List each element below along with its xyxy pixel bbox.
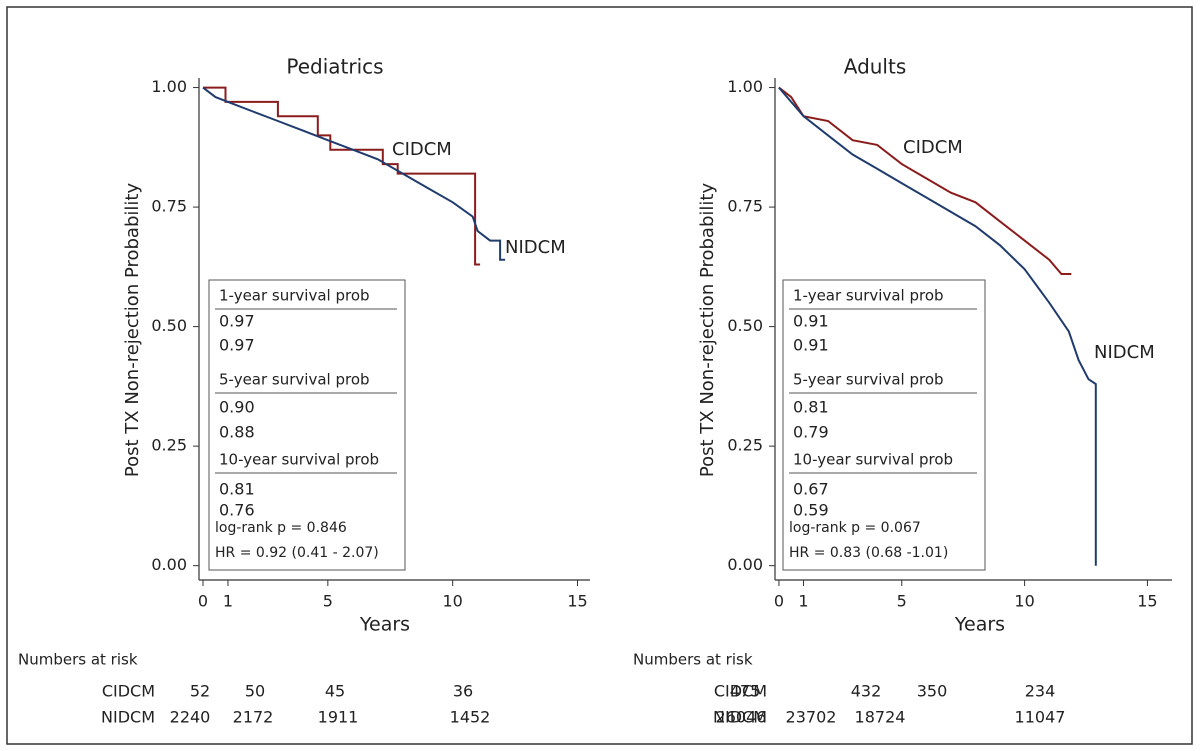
stats-header: 5-year survival prob: [793, 371, 944, 389]
y-axis-label: Post TX Non-rejection Probability: [122, 183, 143, 478]
stats-note: log-rank p = 0.067: [789, 520, 921, 536]
risk-value: 23702: [786, 708, 837, 727]
risk-value: 50: [245, 682, 265, 701]
stats-box: [782, 279, 986, 571]
figure-border: [6, 6, 1193, 745]
risk-row-name: NIDCM: [101, 708, 155, 727]
stats-value: 0.76: [219, 501, 255, 520]
risk-value: 11047: [1015, 708, 1066, 727]
y-tick-label: 0.25: [151, 436, 187, 455]
x-tick-label: 10: [1014, 592, 1034, 611]
x-tick-label: 5: [897, 592, 907, 611]
y-tick-label: 1.00: [151, 77, 187, 96]
x-tick-label: 1: [798, 592, 808, 611]
series-label: CIDCM: [903, 137, 963, 158]
stats-value: 0.91: [793, 336, 829, 355]
stats-header: 10-year survival prob: [219, 451, 379, 469]
stats-header: 5-year survival prob: [219, 371, 370, 389]
y-tick-label: 0.25: [727, 436, 763, 455]
stats-value: 0.67: [793, 480, 829, 499]
survival-curve: [203, 86, 481, 266]
x-tick-label: 10: [442, 592, 462, 611]
y-tick-label: 0.50: [151, 316, 187, 335]
risk-table-title: Numbers at risk: [18, 651, 138, 669]
risk-row-name: CIDCM: [102, 682, 155, 701]
x-tick-label: 5: [323, 592, 333, 611]
y-tick-label: 0.50: [727, 316, 763, 335]
stats-value: 0.88: [219, 423, 255, 442]
x-tick-label: 0: [198, 592, 208, 611]
stats-box: [208, 279, 406, 571]
series-label: NIDCM: [505, 237, 566, 258]
stats-note: HR = 0.92 (0.41 - 2.07): [215, 545, 379, 561]
stats-value: 0.81: [793, 398, 829, 417]
risk-value: 1911: [318, 708, 359, 727]
series-label: NIDCM: [1094, 342, 1155, 363]
x-tick-label: 0: [774, 592, 784, 611]
stats-header: 1-year survival prob: [793, 287, 944, 305]
y-tick-label: 0.75: [727, 197, 763, 216]
risk-table-title: Numbers at risk: [633, 651, 753, 669]
risk-value: 432: [851, 682, 882, 701]
chart-title: Pediatrics: [286, 55, 383, 79]
stats-value: 0.59: [793, 501, 829, 520]
y-axis-label: Post TX Non-rejection Probability: [697, 183, 718, 478]
survival-curve: [778, 86, 1097, 566]
survival-curve: [778, 86, 1072, 275]
risk-row-name: NIDCM: [713, 708, 767, 727]
y-tick-label: 0.00: [727, 555, 763, 574]
risk-value: 234: [1025, 682, 1056, 701]
risk-value: 2172: [233, 708, 274, 727]
stats-value: 0.91: [793, 312, 829, 331]
stats-value: 0.97: [219, 336, 255, 355]
risk-value: 36: [453, 682, 473, 701]
stats-header: 1-year survival prob: [219, 287, 370, 305]
chart-title: Adults: [844, 55, 907, 79]
stats-value: 0.97: [219, 312, 255, 331]
risk-value: 18724: [855, 708, 906, 727]
risk-value: 52: [190, 682, 210, 701]
risk-value: 2240: [170, 708, 211, 727]
y-tick-label: 0.00: [151, 555, 187, 574]
x-tick-label: 15: [1137, 592, 1157, 611]
stats-note: log-rank p = 0.846: [215, 520, 347, 536]
risk-value: 26046: [716, 708, 767, 727]
x-tick-label: 1: [223, 592, 233, 611]
x-tick-label: 15: [567, 592, 587, 611]
risk-value: 45: [325, 682, 345, 701]
stats-note: HR = 0.83 (0.68 -1.01): [789, 545, 948, 561]
stats-header: 10-year survival prob: [793, 451, 953, 469]
stats-value: 0.79: [793, 423, 829, 442]
x-axis-label: Years: [954, 614, 1005, 636]
risk-row-name: CIDCM: [714, 682, 767, 701]
risk-value: 1452: [450, 708, 491, 727]
risk-value: 350: [917, 682, 948, 701]
series-label: CIDCM: [392, 139, 452, 160]
risk-value: 475: [730, 682, 761, 701]
y-tick-label: 1.00: [727, 77, 763, 96]
stats-value: 0.81: [219, 480, 255, 499]
stats-value: 0.90: [219, 398, 255, 417]
survival-curve: [202, 86, 506, 261]
y-tick-label: 0.75: [151, 197, 187, 216]
x-axis-label: Years: [359, 614, 410, 636]
